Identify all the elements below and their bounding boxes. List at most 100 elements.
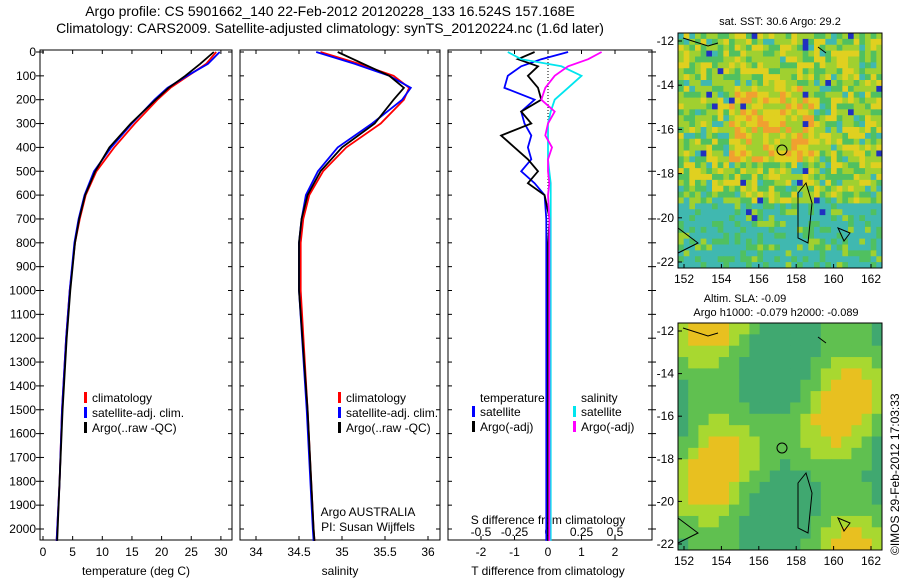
map-cell: [831, 244, 838, 251]
map-y-tick-label: -16: [657, 409, 675, 423]
map-cell: [814, 33, 821, 40]
map-cell: [831, 515, 842, 528]
map-cell: [870, 68, 877, 75]
legend-label: satellite: [581, 405, 622, 419]
x2-tick-label: 0.25: [570, 525, 594, 539]
map-cell: [723, 68, 730, 75]
map-cell: [861, 368, 873, 381]
map-cell: [769, 379, 781, 392]
map-cell: [769, 538, 781, 551]
map-cell: [729, 470, 740, 483]
map-cell: [757, 91, 764, 99]
map-cell: [859, 127, 866, 134]
map-cell: [797, 97, 804, 104]
map-cell: [865, 150, 872, 157]
map-cell: [718, 334, 730, 347]
map-cell: [751, 162, 758, 169]
map-cell: [797, 209, 804, 216]
map-cell: [853, 44, 860, 52]
map-cell: [688, 379, 699, 392]
map-cell: [841, 368, 852, 381]
map-cell: [734, 185, 741, 193]
map-cell: [683, 85, 690, 93]
map-cell: [757, 97, 764, 104]
map-cell: [820, 527, 832, 540]
map-cell: [848, 80, 855, 87]
map-cell: [808, 162, 815, 169]
map-cell: [831, 391, 842, 403]
map-cell: [870, 144, 877, 151]
map-cell: [865, 91, 872, 99]
map-cell: [876, 144, 883, 151]
map-cell: [865, 244, 872, 251]
x-axis-label-t-diff: T difference from climatology: [471, 564, 625, 578]
map-cell: [763, 250, 770, 257]
map-cell: [871, 527, 883, 540]
map-cell: [790, 504, 801, 517]
map-cell: [831, 97, 838, 104]
map-cell: [831, 402, 842, 415]
map-cell: [842, 179, 849, 187]
map-cell: [678, 232, 685, 240]
map-cell: [836, 85, 843, 93]
map-cell: [819, 256, 826, 263]
map-cell: [819, 250, 826, 257]
map-cell: [746, 150, 753, 157]
map-cell: [763, 109, 770, 116]
map-cell: [870, 115, 877, 122]
map-cell: [739, 515, 750, 528]
map-sst-title: sat. SST: 30.6 Argo: 29.2: [719, 16, 841, 28]
map-cell: [819, 262, 826, 269]
map-cell: [712, 138, 719, 146]
map-cell: [757, 221, 764, 228]
map-cell: [819, 191, 826, 198]
map-cell: [785, 115, 792, 122]
map-cell: [831, 80, 838, 87]
map-cell: [763, 168, 770, 175]
map-cell: [683, 174, 690, 181]
map-cell: [780, 97, 787, 104]
map-cell: [718, 481, 730, 494]
map-cell: [819, 162, 826, 169]
map-cell: [698, 447, 710, 460]
map-cell: [810, 481, 822, 494]
map-cell: [808, 127, 815, 134]
map-cell: [695, 185, 702, 193]
map-cell: [751, 68, 758, 75]
map-cell: [859, 56, 866, 63]
map-cell: [763, 85, 770, 93]
map-cell: [842, 109, 849, 116]
map-cell: [785, 191, 792, 198]
legend-label: climatology: [346, 391, 406, 405]
map-cell: [688, 527, 699, 540]
map-cell: [836, 144, 843, 151]
map-cell: [749, 527, 761, 540]
map-cell: [791, 132, 798, 140]
map-cell: [695, 168, 702, 175]
map-cell: [842, 68, 849, 75]
map-cell: [859, 226, 866, 234]
map-cell: [700, 174, 707, 181]
map-cell: [848, 203, 855, 210]
map-cell: [859, 203, 866, 210]
map-cell: [678, 68, 685, 75]
map-cell: [763, 238, 770, 245]
map-cell: [814, 91, 821, 99]
map-cell: [808, 115, 815, 122]
map-cell: [689, 250, 696, 257]
map-cell: [683, 109, 690, 116]
map-cell: [861, 470, 873, 483]
map-cell: [848, 162, 855, 169]
map-cell: [861, 402, 873, 415]
map-cell: [706, 168, 713, 175]
map-cell: [723, 132, 730, 140]
map-cell: [734, 162, 741, 169]
map-cell: [717, 44, 724, 52]
diff-series-line-1: [499, 51, 551, 541]
map-cell: [859, 132, 866, 140]
map-cell: [739, 470, 750, 483]
map-cell: [797, 62, 804, 69]
map-cell: [757, 156, 764, 163]
map-cell: [729, 402, 740, 415]
map-cell: [734, 38, 741, 46]
